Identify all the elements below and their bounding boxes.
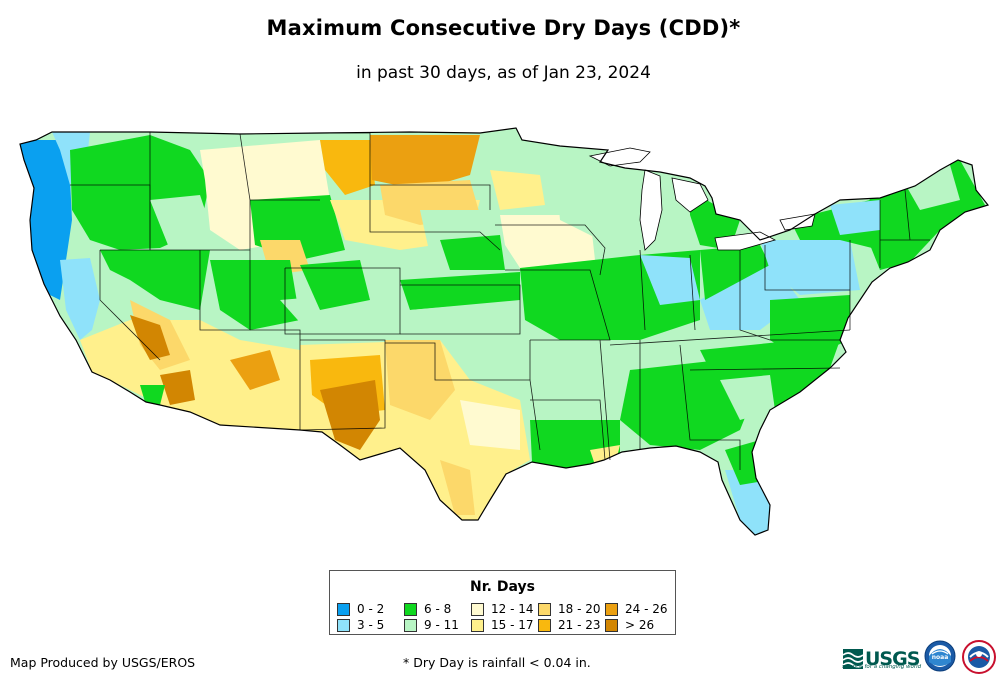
legend-swatch-18-20 <box>538 602 551 616</box>
legend-item-6-8: 6 - 8 <box>404 602 451 616</box>
legend-item-3-5: 3 - 5 <box>337 618 384 632</box>
legend-title: Nr. Days <box>470 579 535 595</box>
legend-swatch-gt-26 <box>605 618 618 632</box>
noaa-logo: noaa <box>924 640 956 672</box>
legend-item-9-11: 9 - 11 <box>404 618 459 632</box>
legend-swatch-24-26 <box>605 602 618 616</box>
usgs-tagline: science for a changing world <box>842 664 922 670</box>
usgs-wave-icon <box>843 649 863 669</box>
legend-item-24-26: 24 - 26 <box>605 602 668 616</box>
map-subtitle: in past 30 days, as of Jan 23, 2024 <box>356 63 651 83</box>
producer-credit: Map Produced by USGS/EROS <box>10 655 196 670</box>
legend-item-0-2: 0 - 2 <box>337 602 384 616</box>
legend: Nr. Days 0 - 2 3 - 5 6 - 8 9 - 11 12 - 1… <box>329 570 676 635</box>
legend-item-18-20: 18 - 20 <box>538 602 601 616</box>
legend-swatch-0-2 <box>337 602 350 616</box>
usgs-wordmark: USGS <box>865 648 920 670</box>
map-title: Maximum Consecutive Dry Days (CDD)* <box>266 16 741 40</box>
legend-swatch-6-8 <box>404 602 417 616</box>
legend-swatch-15-17 <box>471 618 484 632</box>
usgs-logo: USGS <box>843 644 921 674</box>
legend-item-15-17: 15 - 17 <box>471 618 534 632</box>
nws-logo <box>962 640 996 674</box>
legend-swatch-3-5 <box>337 618 350 632</box>
great-lakes <box>588 147 816 251</box>
legend-item-12-14: 12 - 14 <box>471 602 534 616</box>
legend-item-gt-26: > 26 <box>605 618 654 632</box>
legend-swatch-9-11 <box>404 618 417 632</box>
legend-swatch-12-14 <box>471 602 484 616</box>
us-cdd-map <box>19 127 989 536</box>
state-boundaries <box>70 132 930 470</box>
noaa-wordmark: noaa <box>932 654 949 661</box>
legend-item-21-23: 21 - 23 <box>538 618 601 632</box>
legend-swatch-21-23 <box>538 618 551 632</box>
dry-day-note: * Dry Day is rainfall < 0.04 in. <box>403 655 591 670</box>
